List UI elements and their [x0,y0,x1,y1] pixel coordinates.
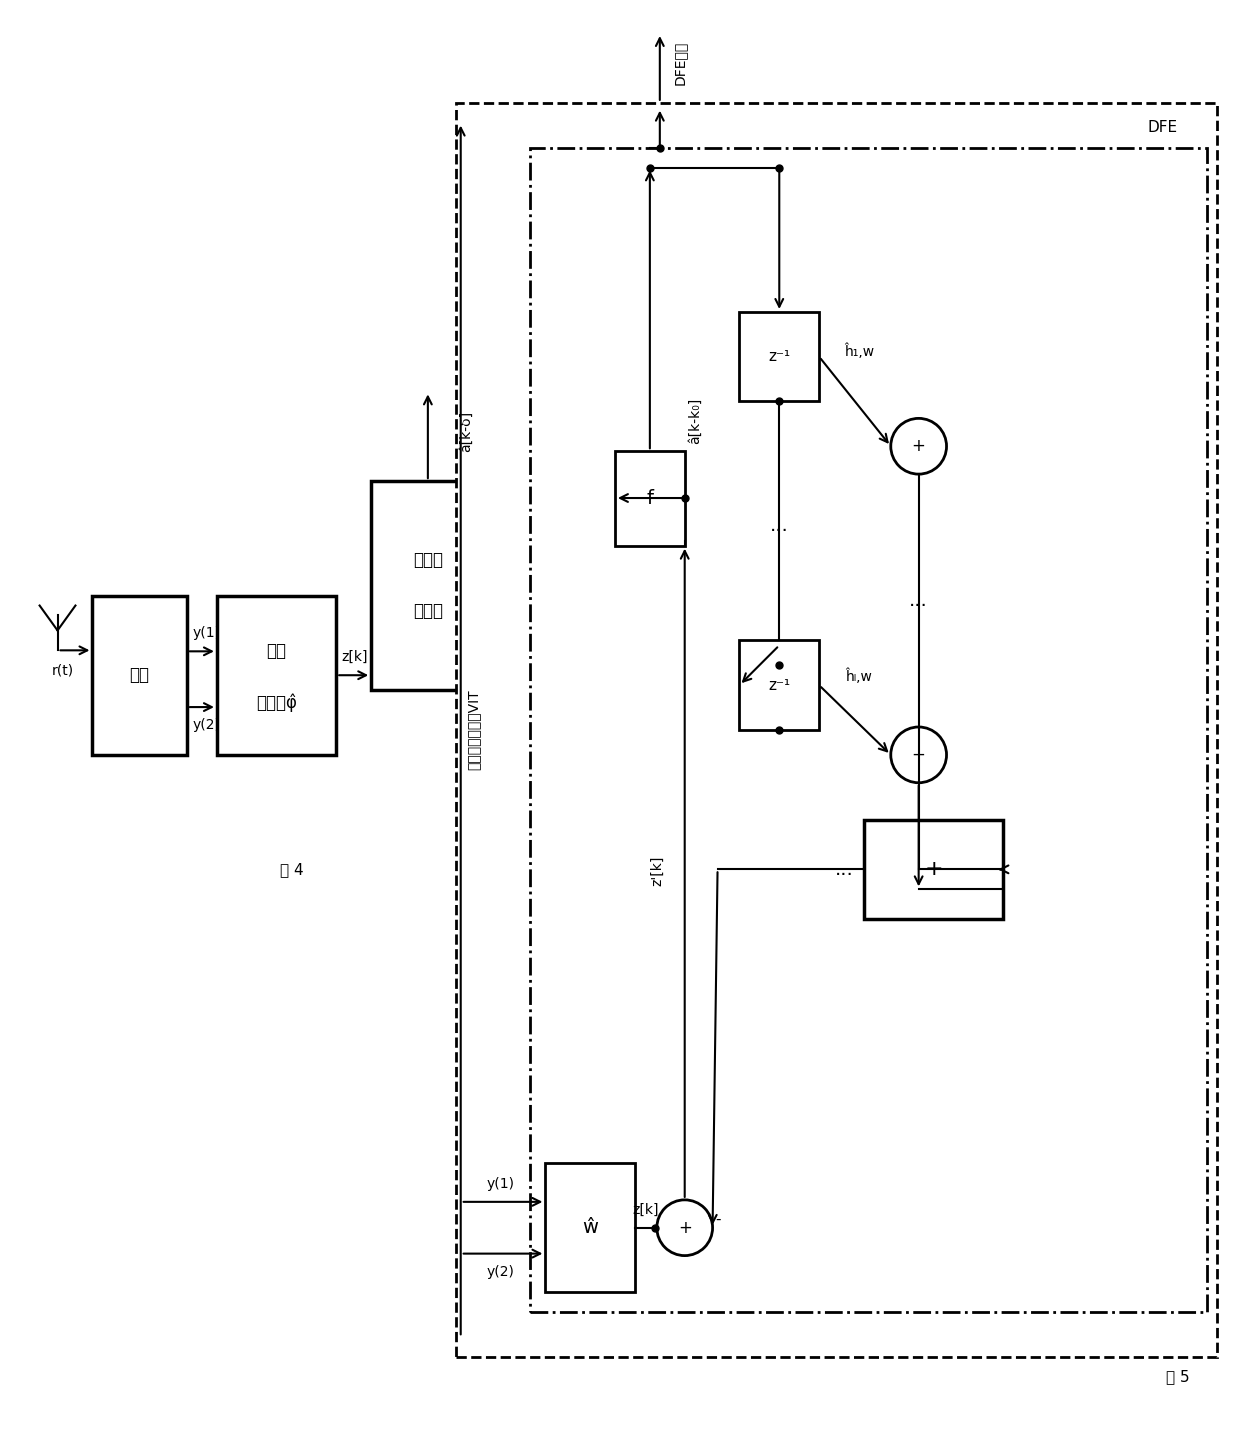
Text: â[k-k₀]: â[k-k₀] [688,398,702,445]
Text: -: - [714,1213,720,1227]
Bar [864,820,1003,919]
Text: f: f [646,488,653,507]
Text: 前端: 前端 [129,667,149,684]
Bar [371,481,486,690]
Text: +: + [678,1219,692,1237]
Text: 非线性: 非线性 [413,551,443,569]
Text: 线性: 线性 [267,642,286,661]
Bar [739,312,820,401]
Text: ...: ... [909,591,928,610]
Text: ĥₗ,w: ĥₗ,w [846,668,873,684]
Text: y(2): y(2) [486,1265,515,1278]
Text: z'[k]: z'[k] [650,855,663,885]
Text: y(2): y(2) [193,719,221,732]
Text: ĥ₁,w: ĥ₁,w [844,343,874,359]
Text: +: + [924,859,942,880]
Text: y(1): y(1) [486,1177,515,1191]
Text: DFE: DFE [1147,120,1178,135]
Bar [531,148,1208,1313]
Text: ...: ... [770,516,789,535]
Bar [456,103,1218,1358]
Text: 至非线性检测器VIT: 至非线性检测器VIT [466,690,481,771]
Text: 滤波器φ̂: 滤波器φ̂ [257,694,298,713]
Bar [615,451,684,546]
Text: z[k]: z[k] [341,651,367,664]
Text: 图 5: 图 5 [1166,1369,1189,1385]
Text: +: + [911,746,925,764]
Text: z⁻¹: z⁻¹ [769,678,790,693]
Text: DFE输出: DFE输出 [673,41,687,85]
Text: â[k-δ]: â[k-δ] [459,410,472,452]
Bar [92,596,187,755]
Bar [546,1164,635,1293]
Text: +: + [911,438,925,455]
Text: y(1): y(1) [193,626,221,640]
Text: 图 4: 图 4 [280,862,304,877]
Text: z⁻¹: z⁻¹ [769,349,790,364]
Bar [217,596,336,755]
Text: ŵ: ŵ [582,1219,598,1237]
Text: z[k]: z[k] [632,1203,660,1217]
Bar [739,640,820,730]
Text: 检测器: 检测器 [413,601,443,620]
Text: r(t): r(t) [51,664,73,677]
Text: ...: ... [835,859,853,880]
